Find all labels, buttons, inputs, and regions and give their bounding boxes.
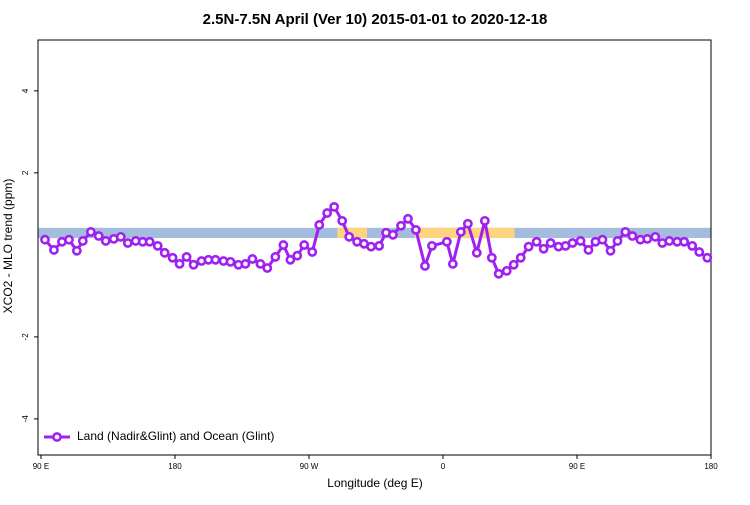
data-point [420,261,430,271]
y-tick-label: -2 [21,333,30,341]
data-point [337,215,348,226]
data-point [583,245,594,255]
data-point [486,252,497,263]
data-point [93,231,104,241]
data-point [210,254,221,265]
data-point [174,259,185,269]
data-point [538,243,549,254]
data-point [702,252,713,263]
data-point [455,227,466,237]
legend-marker [52,432,62,442]
data-point [322,208,333,218]
data-point [620,227,631,237]
x-tick-label: 180 [704,462,718,471]
data-point [545,238,556,248]
data-point [366,241,376,252]
data-point [612,236,623,246]
data-point [462,218,473,229]
plot-frame [37,39,712,456]
x-tick-label: 90 E [33,462,49,471]
data-point [471,247,482,258]
data-point [64,234,74,245]
data-point [77,236,88,246]
data-point [493,268,504,279]
data-point [100,236,111,246]
data-point [410,224,421,235]
data-point [314,220,325,230]
data-point [122,238,133,248]
y-tick-label: 2 [21,170,30,175]
data-point [627,231,638,241]
data-point [694,247,705,257]
x-tick-label: 180 [168,462,182,471]
data-point [285,254,296,265]
data-point [71,245,82,256]
data-point [292,250,303,261]
data-point [531,236,542,247]
data-point [40,234,50,245]
data-point [441,236,452,247]
data-point [115,231,126,242]
data-point [49,245,59,255]
data-point [152,240,163,251]
data-point [687,240,698,251]
x-tick-label: 0 [441,462,446,471]
x-axis-label: Longitude (deg E) [327,476,422,490]
data-point [247,254,258,264]
data-point [85,227,96,237]
data-point [597,234,608,245]
y-tick-label: -4 [21,415,30,423]
data-point [605,245,616,256]
data-point [374,240,385,251]
data-point [181,252,192,262]
y-axis-label: XCO2 - MLO trend (ppm) [1,179,15,314]
data-point [479,215,490,226]
data-point [278,240,289,250]
data-point [262,263,273,273]
data-point [270,252,281,262]
data-point [501,265,512,276]
data-point [427,240,437,251]
chart-title: 2.5N-7.5N April (Ver 10) 2015-01-01 to 2… [203,11,548,28]
ocean-band [38,227,711,239]
data-point [344,231,355,242]
data-point [575,236,586,246]
x-tick-label: 90 E [569,462,585,471]
data-point [523,241,534,252]
data-point [255,259,266,269]
data-point [650,231,661,242]
data-point [642,233,653,244]
data-point [396,220,406,231]
data-point [188,259,199,270]
data-point [240,259,251,269]
data-point [679,236,690,247]
data-point [403,213,413,224]
x-tick-label: 90 W [300,462,319,471]
y-tick-label: 4 [21,88,30,93]
data-point [144,236,155,247]
legend-label: Land (Nadir&Glint) and Ocean (Glint) [77,429,274,443]
data-point [664,236,675,246]
data-point [329,202,340,212]
data-point [515,252,526,263]
data-point [567,238,578,248]
data-point [167,252,178,263]
data-point [388,229,398,240]
data-point [225,256,236,267]
data-point [307,247,318,257]
data-point [508,259,519,270]
land-region [337,227,368,239]
data-point [299,240,310,250]
data-point [447,259,458,269]
data-point [159,247,170,258]
